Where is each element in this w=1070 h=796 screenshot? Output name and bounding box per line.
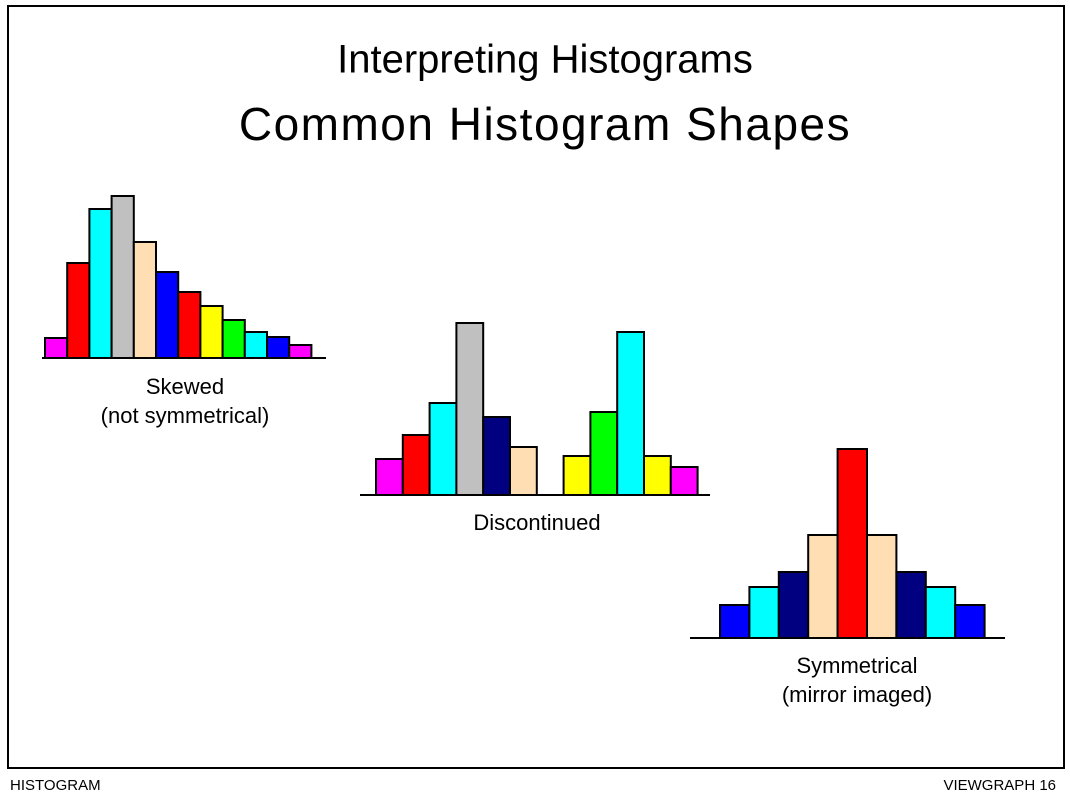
histogram-caption: Discontinued [473,510,600,535]
bar [199,305,224,359]
bar [719,604,751,639]
bar [66,262,91,359]
bar [132,241,158,359]
bar [221,319,246,359]
bar [44,337,69,359]
bar [288,344,313,359]
footer-right: VIEWGRAPH 16 [943,777,1056,794]
bar [509,446,538,496]
bar [669,466,699,496]
histogram-caption: Skewed [146,374,224,399]
footer-left: HISTOGRAM [10,777,101,794]
bar [155,271,180,359]
bar [177,291,202,359]
bar [895,571,927,639]
bar [616,331,646,496]
bar [924,586,957,639]
bar [110,195,135,359]
bar [88,208,113,359]
bar [866,534,898,639]
bar [807,534,839,639]
bar [266,336,291,359]
bar [954,604,986,639]
bar [243,331,269,359]
bar [836,448,868,639]
bar [455,322,485,496]
bar [482,416,512,496]
bar [589,411,619,496]
bar [428,402,458,496]
bar [562,455,592,496]
slide-frame [7,5,1065,769]
histogram-caption: Symmetrical [796,653,917,678]
bar [643,455,672,496]
histogram-caption: (mirror imaged) [782,682,932,707]
bar [777,571,810,639]
bar [375,458,404,496]
slide-title: Interpreting Histograms [337,38,753,82]
bar [748,586,780,639]
histogram-caption: (not symmetrical) [101,403,270,428]
slide-subtitle: Common Histogram Shapes [239,98,851,150]
bar [401,434,431,496]
